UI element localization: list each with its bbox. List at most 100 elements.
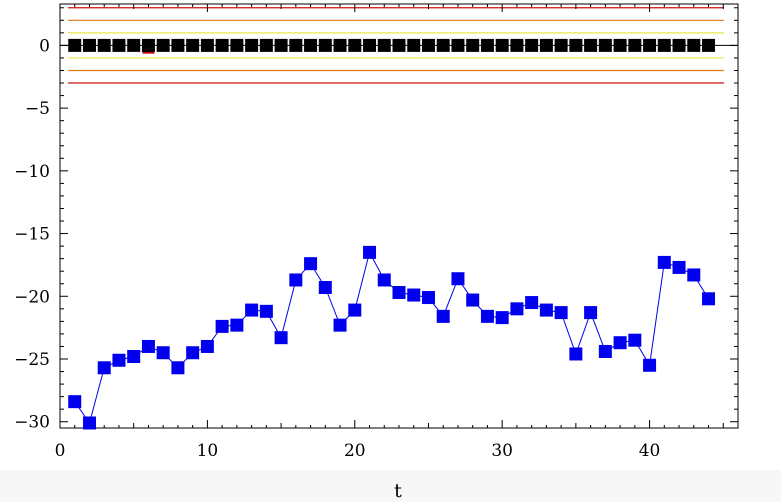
- series-1-point: [702, 292, 716, 306]
- y-tick-label: 0: [39, 36, 50, 56]
- series-0-point: [451, 38, 465, 52]
- series-0-point: [628, 38, 642, 52]
- series-0-point: [687, 38, 701, 52]
- series-1-point: [598, 344, 612, 358]
- series-0-point: [510, 38, 524, 52]
- x-tick-label: 10: [197, 441, 219, 461]
- series-0-point: [348, 38, 362, 52]
- series-1-point: [97, 361, 111, 375]
- series-1-point: [539, 303, 553, 317]
- axis-ticks: 0 10 20 30 40 0 −5 −10 −15 −20 −25 −30: [14, 4, 739, 461]
- series-1-point: [495, 311, 509, 325]
- y-tick-label: −10: [14, 162, 50, 182]
- y-tick-label: −15: [14, 225, 50, 245]
- x-tick-label: 30: [491, 441, 513, 461]
- series-1-point: [363, 245, 377, 259]
- series-1-point: [451, 272, 465, 286]
- series-1-point: [156, 346, 170, 360]
- series-1-point: [407, 288, 421, 302]
- series-0-point: [539, 38, 553, 52]
- series-1-point: [112, 353, 126, 367]
- series-0-point: [82, 38, 96, 52]
- series-1-point: [657, 255, 671, 269]
- x-tick-label: 20: [344, 441, 366, 461]
- series-1-point: [171, 361, 185, 375]
- series-0-point: [421, 38, 435, 52]
- series-0-point: [186, 38, 200, 52]
- series-0-point: [289, 38, 303, 52]
- series-1-point: [304, 257, 318, 271]
- series-1-point: [510, 302, 524, 316]
- series-1-point: [141, 339, 155, 353]
- series-1-point: [392, 286, 406, 300]
- x-tick-label: 40: [639, 441, 661, 461]
- series-1-point: [569, 347, 583, 361]
- series-0-point: [525, 38, 539, 52]
- data-series: [68, 38, 716, 430]
- series-1-point: [82, 416, 96, 430]
- series-0-point: [643, 38, 657, 52]
- series-1-point: [333, 318, 347, 332]
- series-1-point: [421, 291, 435, 305]
- series-1-point: [348, 303, 362, 317]
- series-1-point: [466, 293, 480, 307]
- series-0-point: [274, 38, 288, 52]
- series-0-point: [363, 38, 377, 52]
- series-0-point: [480, 38, 494, 52]
- bottom-band: [0, 470, 781, 502]
- series-1-point: [584, 306, 598, 320]
- series-0-point: [127, 38, 141, 52]
- series-1-point: [525, 296, 539, 310]
- series-0-point: [245, 38, 259, 52]
- series-1-point: [68, 395, 82, 409]
- series-0-point: [318, 38, 332, 52]
- series-0-point: [230, 38, 244, 52]
- y-tick-label: −25: [14, 350, 50, 370]
- series-0-point: [215, 38, 229, 52]
- series-0-point: [141, 38, 155, 52]
- series-0-point: [598, 38, 612, 52]
- series-0-point: [657, 38, 671, 52]
- series-0-point: [333, 38, 347, 52]
- series-0-point: [392, 38, 406, 52]
- series-0-point: [613, 38, 627, 52]
- series-0-point: [156, 38, 170, 52]
- series-1-point: [230, 318, 244, 332]
- series-1-point: [554, 306, 568, 320]
- series-0-point: [68, 38, 82, 52]
- series-1-point: [436, 309, 450, 323]
- series-0-point: [702, 38, 716, 52]
- series-1-point: [643, 358, 657, 372]
- series-1-point: [127, 349, 141, 363]
- series-0-point: [97, 38, 111, 52]
- series-0-point: [171, 38, 185, 52]
- series-0-point: [495, 38, 509, 52]
- series-1-point: [200, 339, 214, 353]
- series-0-point: [304, 38, 318, 52]
- series-0-point: [584, 38, 598, 52]
- series-1-point: [672, 260, 686, 274]
- series-1-point: [259, 304, 273, 318]
- series-0-point: [466, 38, 480, 52]
- series-0-point: [200, 38, 214, 52]
- series-1-point: [480, 309, 494, 323]
- series-1-point: [186, 346, 200, 360]
- y-tick-label: −5: [25, 99, 50, 119]
- series-0-point: [436, 38, 450, 52]
- series-0-point: [377, 38, 391, 52]
- series-1-point: [245, 303, 259, 317]
- series-1-point: [687, 268, 701, 282]
- x-axis-label: t: [394, 480, 402, 502]
- series-0-point: [672, 38, 686, 52]
- series-1-point: [628, 333, 642, 347]
- series-1-point: [215, 319, 229, 333]
- series-1-point: [274, 331, 288, 345]
- series-1-point: [377, 273, 391, 287]
- series-0-point: [112, 38, 126, 52]
- x-tick-label: 0: [55, 441, 66, 461]
- series-1-point: [289, 273, 303, 287]
- series-0-point: [554, 38, 568, 52]
- y-tick-label: −30: [14, 413, 50, 433]
